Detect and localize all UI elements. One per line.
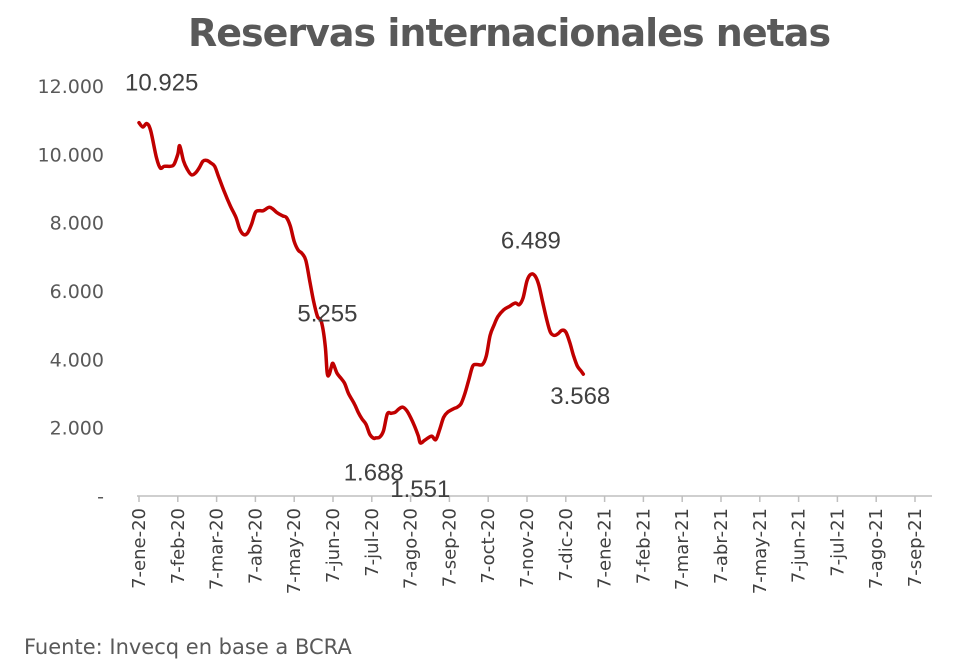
data-label: 3.568	[550, 383, 610, 410]
y-tick-label: -	[97, 486, 104, 508]
y-tick-label: 12.000	[38, 76, 104, 98]
y-axis: - 2.000 4.000 6.000 8.000 10.000 12.000	[38, 76, 104, 508]
x-tick-label: 7-ene-20	[129, 508, 150, 589]
x-tick-label: 7-ago-20	[401, 508, 422, 589]
x-tick-label: 7-nov-20	[517, 508, 538, 588]
x-tick-label: 7-may-20	[284, 508, 305, 594]
x-tick-label: 7-feb-21	[633, 508, 654, 584]
x-tick-label: 7-sep-20	[439, 508, 460, 587]
data-label: 1.551	[390, 476, 450, 503]
x-tick-label: 7-jun-20	[323, 508, 344, 583]
data-label: 10.925	[125, 70, 198, 97]
data-label: 1.688	[344, 459, 404, 486]
x-tick-label: 7-jul-21	[827, 508, 848, 577]
x-tick-label: 7-mar-21	[672, 508, 693, 590]
data-label: 6.489	[501, 227, 561, 254]
x-tick-label: 7-mar-20	[207, 508, 228, 590]
x-tick-label: 7-oct-20	[478, 508, 499, 584]
source-note: Fuente: Invecq en base a BCRA	[24, 635, 352, 659]
y-tick-label: 8.000	[50, 213, 104, 235]
series-line-reservas	[137, 120, 586, 445]
y-tick-label: 4.000	[50, 349, 104, 371]
x-tick-label: 7-jul-20	[362, 508, 383, 577]
x-tick-label: 7-abr-20	[245, 508, 266, 584]
y-tick-label: 10.000	[38, 144, 104, 166]
x-tick-label: 7-jun-21	[789, 508, 810, 583]
x-axis: 7-ene-20 7-feb-20 7-mar-20 7-abr-20 7-may-20…	[129, 496, 926, 594]
data-label: 5.255	[297, 300, 357, 327]
x-tick-label: 7-ene-21	[595, 508, 616, 589]
x-tick-label: 7-feb-20	[168, 508, 189, 584]
x-tick-label: 7-ago-21	[866, 508, 887, 589]
x-tick-label: 7-dic-20	[556, 508, 577, 582]
x-tick-label: 7-may-21	[750, 508, 771, 594]
x-tick-label: 7-sep-21	[905, 508, 926, 587]
y-tick-label: 2.000	[50, 418, 104, 440]
y-tick-label: 6.000	[50, 281, 104, 303]
x-tick-label: 7-abr-21	[711, 508, 732, 584]
chart-title: Reservas internacionales netas	[188, 11, 830, 55]
